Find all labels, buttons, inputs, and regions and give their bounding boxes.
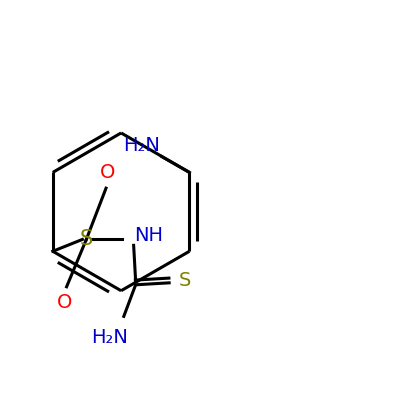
Text: S: S (80, 230, 93, 250)
Text: O: O (100, 163, 116, 182)
Text: H₂N: H₂N (123, 136, 160, 155)
Text: NH: NH (134, 226, 163, 245)
Text: H₂N: H₂N (92, 328, 128, 347)
Text: S: S (179, 271, 191, 290)
Text: O: O (57, 293, 72, 312)
